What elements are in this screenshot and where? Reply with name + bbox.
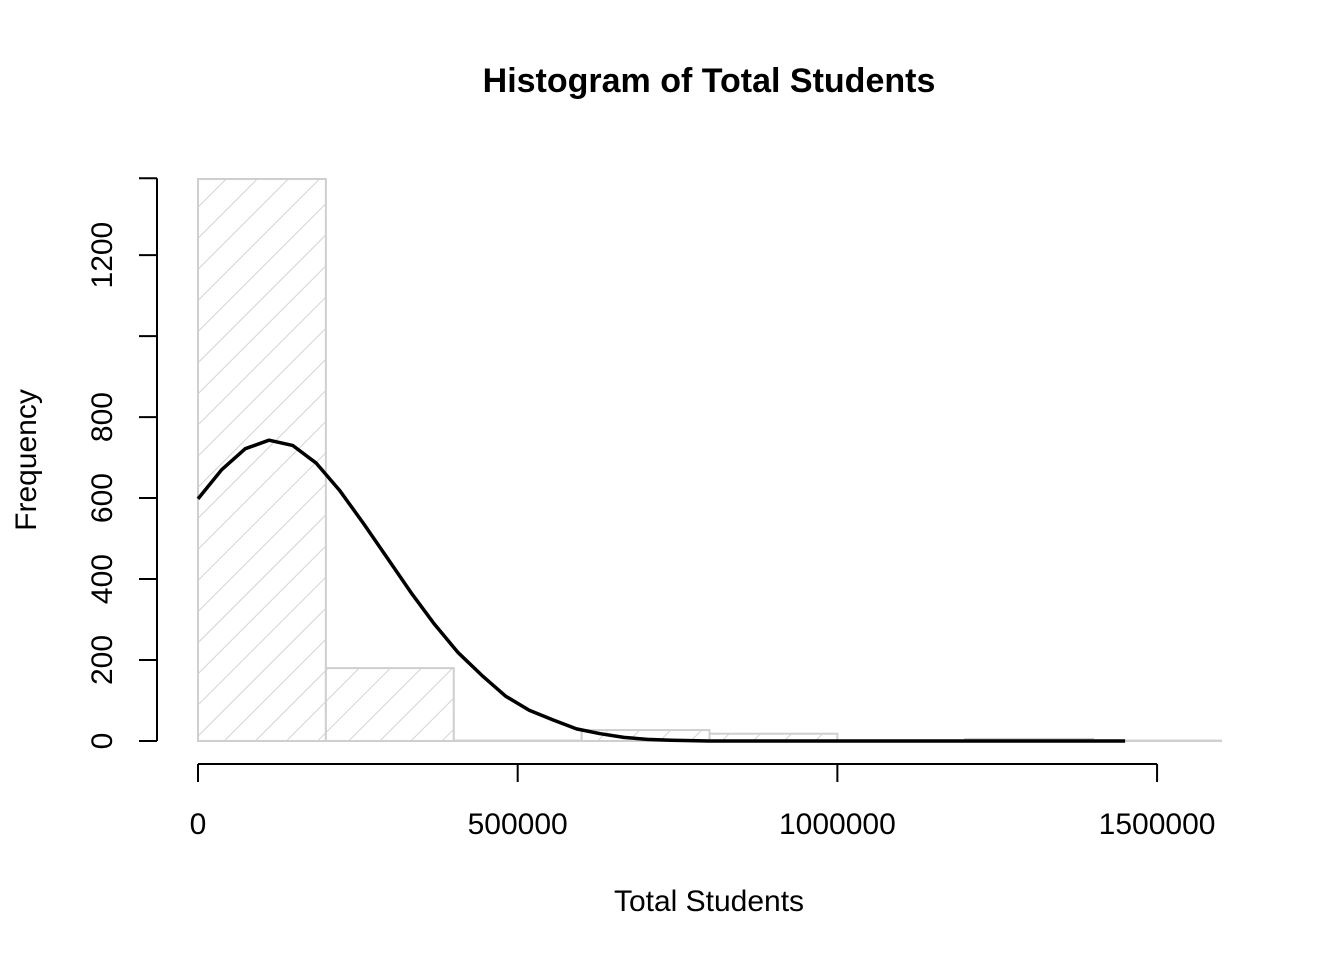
x-tick-label: 1000000: [779, 808, 896, 841]
y-tick-label: 1200: [86, 222, 119, 289]
x-axis-label: Total Students: [614, 885, 804, 918]
x-tick-label: 1500000: [1099, 808, 1216, 841]
chart-title: Histogram of Total Students: [483, 62, 936, 100]
y-tick-label: 600: [86, 473, 119, 523]
y-tick-label: 200: [86, 635, 119, 685]
density-curve: [196, 438, 1126, 743]
y-tick-label: 400: [86, 554, 119, 604]
y-axis: 0 200 400 600 800 1200: [86, 177, 158, 750]
x-tick-label: 0: [190, 808, 207, 841]
x-axis: 0 500000 1000000 1500000: [190, 763, 1216, 841]
bars-group: [197, 178, 1222, 743]
y-tick-label: 0: [86, 733, 119, 750]
y-axis-label: Frequency: [10, 389, 43, 531]
histogram-bar: [197, 178, 327, 742]
histogram-bar: [324, 667, 455, 743]
y-tick-label: 800: [86, 392, 119, 442]
x-tick-label: 500000: [468, 808, 568, 841]
